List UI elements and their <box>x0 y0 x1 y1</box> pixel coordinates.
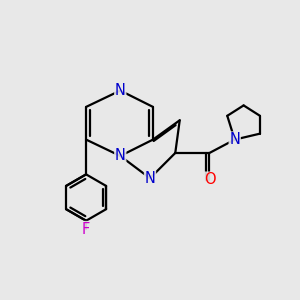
Text: N: N <box>145 171 155 186</box>
Text: F: F <box>82 222 90 237</box>
Text: N: N <box>229 132 240 147</box>
Text: O: O <box>204 172 215 187</box>
Text: N: N <box>115 148 126 164</box>
Text: N: N <box>115 83 126 98</box>
